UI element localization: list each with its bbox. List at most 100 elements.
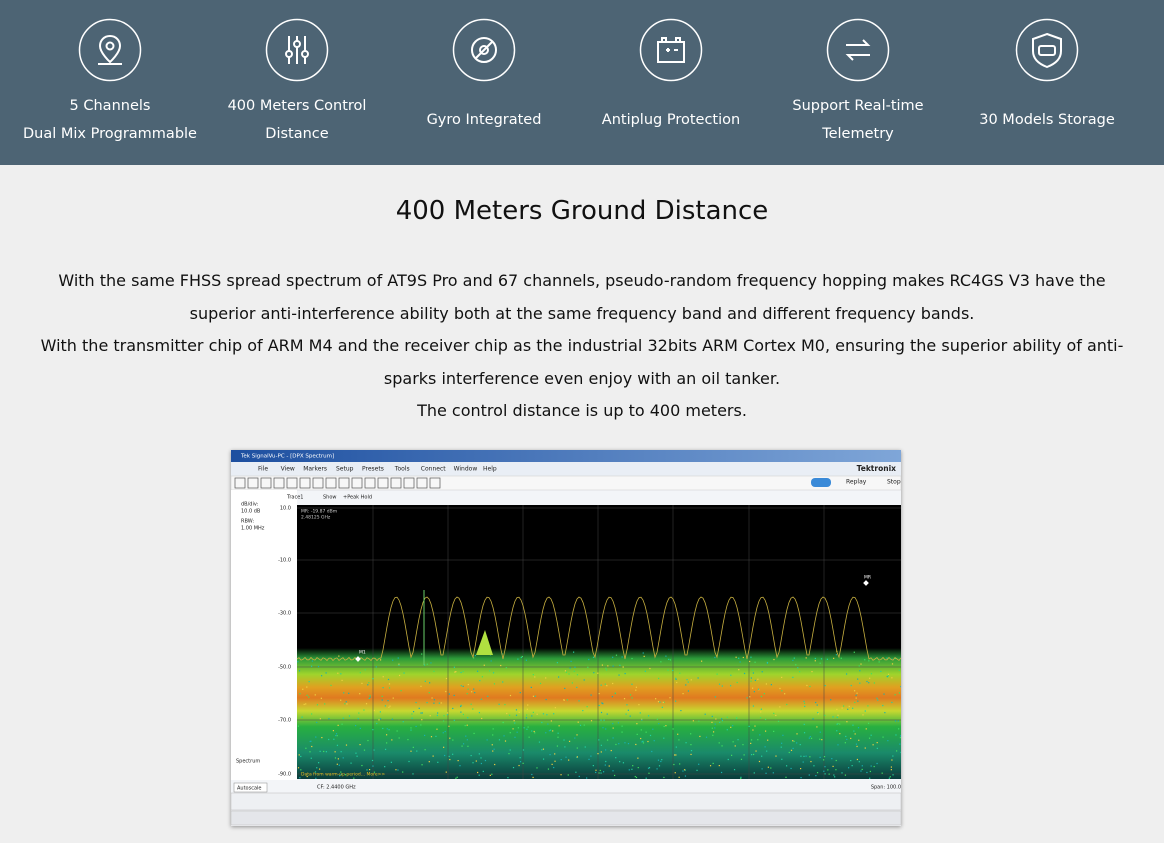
noise-dot (338, 758, 339, 759)
noise-dot (510, 732, 511, 733)
noise-dot (824, 773, 825, 774)
noise-dot (344, 703, 345, 704)
noise-dot (389, 687, 390, 688)
noise-dot (447, 714, 448, 715)
noise-dot (471, 704, 472, 705)
noise-dot (760, 711, 761, 712)
noise-dot (465, 736, 466, 737)
feature: 30 Models Storage (947, 0, 1147, 165)
noise-dot (638, 704, 639, 705)
noise-dot (388, 707, 389, 708)
noise-dot (355, 725, 356, 726)
noise-dot (649, 668, 650, 669)
noise-dot (341, 680, 342, 681)
noise-dot (315, 778, 316, 779)
noise-dot (429, 682, 430, 683)
noise-dot (749, 726, 750, 727)
noise-dot (435, 736, 436, 737)
noise-dot (300, 756, 301, 757)
noise-dot (713, 731, 714, 732)
noise-dot (443, 747, 444, 748)
noise-dot (335, 751, 336, 752)
noise-dot (810, 761, 811, 762)
noise-dot (305, 703, 306, 704)
noise-dot (735, 745, 736, 746)
noise-dot (487, 739, 488, 740)
noise-dot (467, 717, 468, 718)
noise-dot (797, 667, 798, 668)
noise-dot (481, 763, 482, 764)
spectrum-screenshot: Tek SignalVu-PC - [DPX Spectrum]File View… (231, 450, 901, 826)
noise-dot (333, 739, 334, 740)
noise-dot (719, 722, 720, 723)
feature-label: Gyro Integrated (384, 92, 584, 148)
noise-dot (578, 722, 579, 723)
noise-dot (448, 726, 449, 727)
noise-dot (299, 754, 300, 755)
noise-dot (509, 715, 510, 716)
noise-dot (500, 665, 501, 666)
noise-dot (356, 756, 357, 757)
noise-dot (534, 731, 535, 732)
noise-dot (667, 670, 668, 671)
noise-dot (526, 729, 527, 730)
noise-dot (504, 704, 505, 705)
noise-dot (433, 756, 434, 757)
noise-dot (895, 720, 896, 721)
window-title: Tek SignalVu-PC - [DPX Spectrum] (240, 454, 334, 460)
noise-dot (846, 739, 847, 740)
noise-dot (324, 703, 325, 704)
noise-dot (850, 760, 851, 761)
noise-dot (518, 727, 519, 728)
noise-dot (537, 714, 538, 715)
noise-dot (517, 732, 518, 733)
noise-dot (305, 748, 306, 749)
noise-dot (361, 683, 362, 684)
noise-dot (599, 705, 600, 706)
noise-dot (482, 676, 483, 677)
noise-dot (618, 743, 619, 744)
noise-dot (472, 708, 473, 709)
noise-dot (711, 722, 712, 723)
noise-dot (393, 697, 394, 698)
noise-dot (628, 710, 629, 711)
noise-dot (752, 670, 753, 671)
noise-dot (862, 765, 863, 766)
y-label: -50.0 (278, 665, 291, 671)
noise-dot (741, 759, 742, 760)
marker-label: MR (864, 575, 871, 581)
noise-dot (766, 751, 767, 752)
noise-dot (744, 754, 745, 755)
noise-dot (299, 670, 300, 671)
noise-dot (809, 686, 810, 687)
noise-dot (467, 739, 468, 740)
noise-dot (392, 660, 393, 661)
noise-dot (732, 725, 733, 726)
noise-dot (591, 720, 592, 721)
noise-dot (392, 719, 393, 720)
noise-dot (766, 683, 767, 684)
noise-dot (514, 722, 515, 723)
noise-dot (376, 666, 377, 667)
noise-dot (518, 765, 519, 766)
noise-dot (631, 697, 632, 698)
noise-dot (399, 675, 400, 676)
noise-dot (531, 715, 532, 716)
noise-dot (714, 727, 715, 728)
noise-dot (730, 727, 731, 728)
noise-dot (437, 762, 438, 763)
noise-dot (588, 759, 589, 760)
marker-readout: MR: -19.87 dBm (301, 509, 337, 515)
noise-dot (845, 775, 846, 776)
noise-dot (895, 694, 896, 695)
noise-dot (300, 769, 301, 770)
noise-dot (775, 715, 776, 716)
noise-dot (659, 702, 660, 703)
noise-dot (817, 772, 818, 773)
noise-dot (593, 657, 594, 658)
feature: 400 Meters Control Distance (197, 0, 397, 165)
noise-dot (836, 760, 837, 761)
noise-dot (320, 718, 321, 719)
noise-dot (346, 701, 347, 702)
noise-dot (471, 755, 472, 756)
